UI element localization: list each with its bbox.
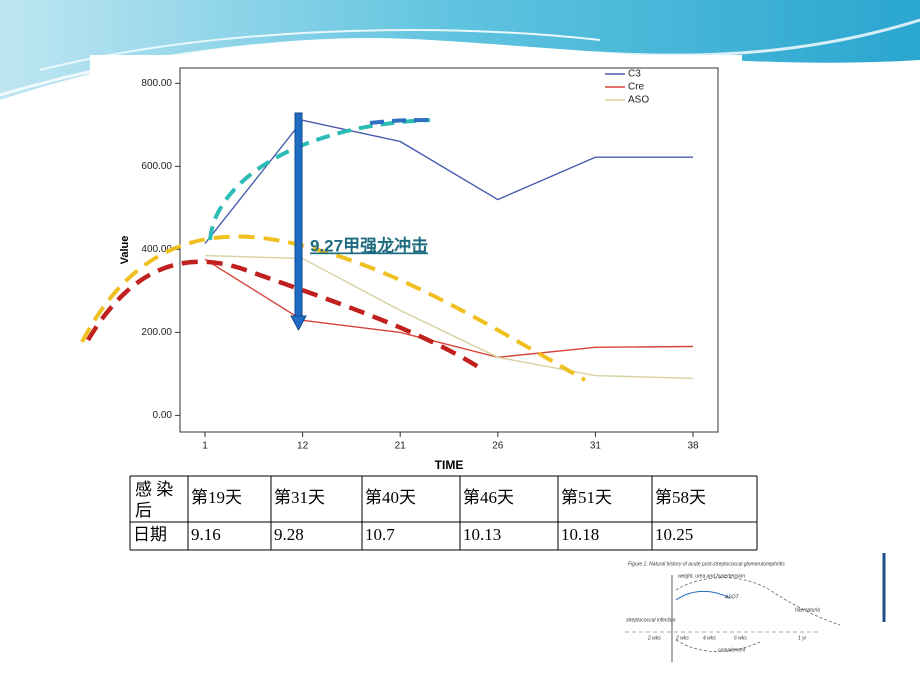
x-tick-label: 31 <box>590 441 602 452</box>
figure-curve <box>675 591 731 601</box>
y-tick-label: 0.00 <box>153 410 173 421</box>
overlay-curve <box>208 118 431 241</box>
legend-label: ASO <box>628 95 649 106</box>
table-cell-line: 后 <box>135 501 152 520</box>
x-tick-label: 26 <box>492 441 504 452</box>
x-axis-label: TIME <box>435 458 464 472</box>
figure-label: 6 wks <box>734 635 747 641</box>
table-cell: 第19天 <box>191 488 242 507</box>
arrow-head <box>290 315 307 332</box>
series-line <box>204 254 694 380</box>
plot: 0.00 200.00 400.00 600.00 800.00 1 12 21 26 31 38 C… <box>141 69 699 452</box>
y-tick-label: 800.00 <box>141 78 172 89</box>
table-cell: 10.18 <box>561 525 599 544</box>
table-cell: 第40天 <box>365 488 416 507</box>
x-tick-label: 1 <box>202 441 208 452</box>
series-line <box>204 258 694 359</box>
x-tick-label: 21 <box>395 441 407 452</box>
y-tick-label: 600.00 <box>141 161 172 172</box>
figure-label: 4 wks <box>703 635 716 641</box>
chart-background <box>90 55 742 473</box>
header-band <box>0 0 920 100</box>
figure-label: complement <box>718 647 746 653</box>
x-tick-label: 12 <box>297 441 309 452</box>
table-cell: 第51天 <box>561 488 612 507</box>
figure-label: 2 wks <box>647 635 661 641</box>
figure-curve <box>675 577 841 626</box>
y-tick-label: 200.00 <box>141 327 172 338</box>
figure-label: 1 yr <box>798 635 807 641</box>
table-cell: 9.16 <box>191 525 221 544</box>
figure-label: haematuria <box>795 607 820 613</box>
table-cell: 9.28 <box>274 525 304 544</box>
arrow-shaft <box>294 112 303 319</box>
x-tick-label: 38 <box>687 441 699 452</box>
y-axis-label: Value <box>119 236 131 265</box>
figure-label: ASOT <box>724 594 740 600</box>
annotation: 9.27甲强龙冲击 <box>310 235 428 255</box>
figure-label: streptococcal infection <box>626 617 676 623</box>
table-cell: 10.7 <box>365 525 395 544</box>
plot-frame <box>179 67 719 433</box>
figure-label: weight, urea and hypertension <box>678 573 745 579</box>
table-cell: 第31天 <box>274 488 325 507</box>
figure-title: Figure 1. Natural history of acute post-… <box>628 561 785 567</box>
overlay-curve <box>86 259 482 370</box>
table-cell: 第58天 <box>655 488 706 507</box>
table-cell: 日期 <box>133 525 167 544</box>
figure-panel <box>610 553 885 663</box>
figure-label: 2 wks <box>675 635 689 641</box>
table-cell: 10.25 <box>655 525 693 544</box>
y-tick-label: 400.00 <box>141 244 172 255</box>
series-line <box>204 119 693 245</box>
table-cell-line: 感 染 <box>135 480 173 499</box>
figure-curve <box>675 639 761 652</box>
table-cell: 感 染后 <box>135 480 173 520</box>
legend-label: C3 <box>628 69 641 80</box>
overlay-curve <box>369 118 433 125</box>
legend-label: Cre <box>628 82 645 93</box>
table-cell: 第46天 <box>463 488 514 507</box>
table-cell: 10.13 <box>463 525 501 544</box>
